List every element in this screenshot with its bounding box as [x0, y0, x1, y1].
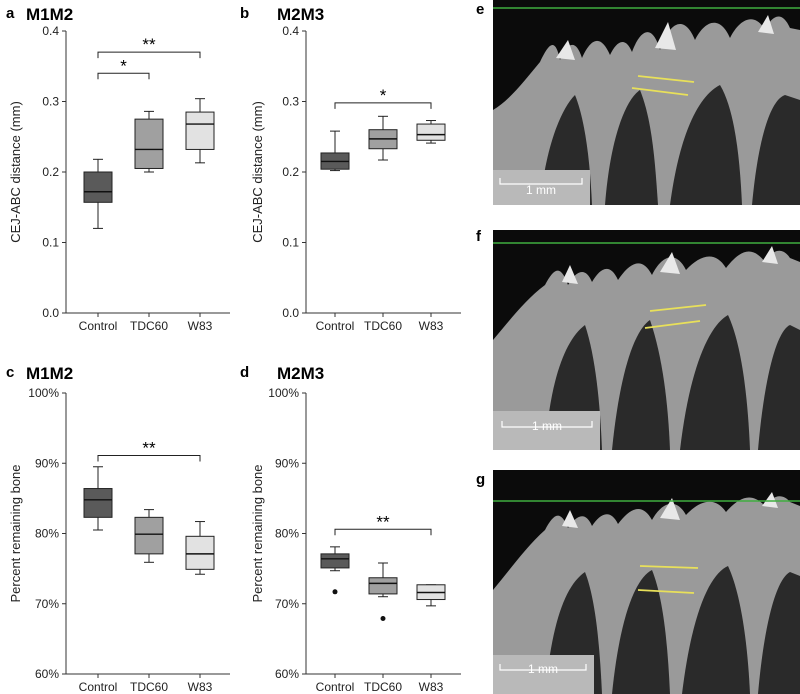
y-tick-label-b-2: 0.2 — [282, 165, 299, 179]
x-tick-label-b-0: Control — [316, 319, 355, 333]
x-tick-label-d-1: TDC60 — [364, 680, 402, 694]
significance-label-c-0: ** — [142, 439, 156, 458]
box-d-1 — [368, 577, 398, 595]
panel-g: g 1 mm — [476, 470, 800, 694]
significance-bracket-a-0 — [97, 72, 150, 80]
box-c-0 — [83, 488, 113, 518]
x-tick-label-a-1: TDC60 — [130, 319, 168, 333]
y-tick-label-c-0: 60% — [35, 667, 59, 681]
y-tick-label-b-4: 0.4 — [282, 24, 299, 38]
y-tick-label-b-3: 0.3 — [282, 95, 299, 109]
y-tick-label-a-2: 0.2 — [42, 165, 59, 179]
box-c-1 — [134, 516, 164, 555]
outlier-d-0-0 — [332, 589, 338, 595]
x-tick-label-c-2: W83 — [188, 680, 213, 694]
chart-title-a: M1M2 — [26, 5, 73, 24]
measure-line-e1 — [637, 75, 695, 83]
measure-line-f1 — [649, 304, 707, 312]
panel-e: e 1 mm — [476, 0, 800, 205]
panel-label-d: d — [240, 364, 249, 381]
y-tick-label-a-1: 0.1 — [42, 236, 59, 250]
y-tick-label-d-0: 60% — [275, 667, 299, 681]
panel-label-e: e — [476, 1, 484, 18]
scale-box-g — [493, 655, 594, 694]
chart-body-d: 60% 70% 80% 90% 100% Percent remaining bone Co… — [250, 386, 461, 694]
y-axis-label-a: CEJ-ABC distance (mm) — [8, 101, 23, 243]
significance-label-b-0: * — [380, 86, 387, 105]
panel-a: a M1M2 0.0 0.1 0.2 0.3 0.4 CEJ-ABC distance (… — [6, 5, 230, 333]
box-a-2 — [185, 111, 215, 150]
scale-label-g: 1 mm — [528, 662, 558, 676]
box-b-2 — [416, 123, 446, 141]
measure-line-e2 — [631, 87, 689, 96]
y-tick-label-d-3: 90% — [275, 456, 299, 470]
outlier-d-1-0 — [380, 616, 386, 622]
chart-title-d: M2M3 — [277, 364, 324, 383]
chart-body-a: 0.0 0.1 0.2 0.3 0.4 CEJ-ABC distance (mm) Cont… — [8, 24, 230, 333]
scale-box-e — [493, 170, 590, 205]
microct-image-g: 1 mm — [493, 470, 800, 694]
scale-bar-e — [499, 178, 583, 185]
y-axis-label-d: Percent remaining bone — [250, 464, 265, 602]
significance-label-a-1: ** — [142, 35, 156, 54]
y-tick-label-a-3: 0.3 — [42, 95, 59, 109]
panel-d: d M2M3 60% 70% 80% 90% 100% Percent remaining… — [240, 364, 461, 694]
box-a-0 — [83, 171, 113, 203]
y-tick-label-a-0: 0.0 — [42, 306, 59, 320]
box-a-1 — [134, 118, 164, 169]
scale-label-e: 1 mm — [526, 183, 556, 197]
microct-image-e: 1 mm — [493, 0, 800, 205]
microct-image-f: 1 mm — [493, 230, 800, 450]
x-tick-label-d-0: Control — [316, 680, 355, 694]
y-axis-label-b: CEJ-ABC distance (mm) — [250, 101, 265, 243]
y-tick-label-d-4: 100% — [268, 386, 299, 400]
panel-label-b: b — [240, 5, 249, 22]
panel-label-a: a — [6, 5, 15, 22]
measure-line-f2 — [644, 320, 701, 329]
chart-body-c: 60% 70% 80% 90% 100% Percent remaining bone Co… — [8, 386, 230, 694]
y-tick-label-d-2: 80% — [275, 527, 299, 541]
significance-bracket-c-0 — [97, 455, 201, 462]
x-tick-label-a-2: W83 — [188, 319, 213, 333]
chart-body-b: 0.0 0.1 0.2 0.3 0.4 CEJ-ABC distance (mm) Cont… — [250, 24, 461, 333]
y-tick-label-c-4: 100% — [28, 386, 59, 400]
y-tick-label-c-2: 80% — [35, 527, 59, 541]
x-tick-label-b-2: W83 — [419, 319, 444, 333]
panel-c: c M1M2 60% 70% 80% 90% 100% Percent remaining… — [6, 364, 230, 694]
scale-box-f — [493, 411, 600, 450]
measure-line-g1 — [639, 565, 699, 569]
panel-b: b M2M3 0.0 0.1 0.2 0.3 0.4 CEJ-ABC distance (… — [240, 5, 461, 333]
y-tick-label-d-1: 70% — [275, 597, 299, 611]
x-tick-label-a-0: Control — [79, 319, 118, 333]
measure-line-g2 — [637, 589, 695, 594]
y-tick-label-b-1: 0.1 — [282, 236, 299, 250]
y-axis-label-c: Percent remaining bone — [8, 464, 23, 602]
y-tick-label-b-0: 0.0 — [282, 306, 299, 320]
y-tick-label-a-4: 0.4 — [42, 24, 59, 38]
panel-f: f 1 mm — [476, 228, 800, 450]
chart-title-b: M2M3 — [277, 5, 324, 24]
scale-bar-g — [499, 664, 587, 671]
x-tick-label-c-0: Control — [79, 680, 118, 694]
chart-title-c: M1M2 — [26, 364, 73, 383]
scale-bar-f — [501, 421, 593, 428]
significance-bracket-d-0 — [334, 528, 432, 536]
significance-bracket-b-0 — [334, 102, 432, 109]
panel-label-c: c — [6, 364, 14, 381]
panel-label-g: g — [476, 471, 485, 488]
significance-label-a-0: * — [120, 56, 127, 75]
x-tick-label-d-2: W83 — [419, 680, 444, 694]
y-tick-label-c-1: 70% — [35, 597, 59, 611]
scale-label-f: 1 mm — [532, 419, 562, 433]
x-tick-label-c-1: TDC60 — [130, 680, 168, 694]
box-d-0 — [320, 553, 350, 569]
box-c-2 — [185, 535, 215, 570]
x-tick-label-b-1: TDC60 — [364, 319, 402, 333]
y-tick-label-c-3: 90% — [35, 456, 59, 470]
significance-bracket-a-1 — [97, 51, 201, 59]
significance-label-d-0: ** — [376, 512, 390, 531]
panel-label-f: f — [476, 228, 482, 245]
